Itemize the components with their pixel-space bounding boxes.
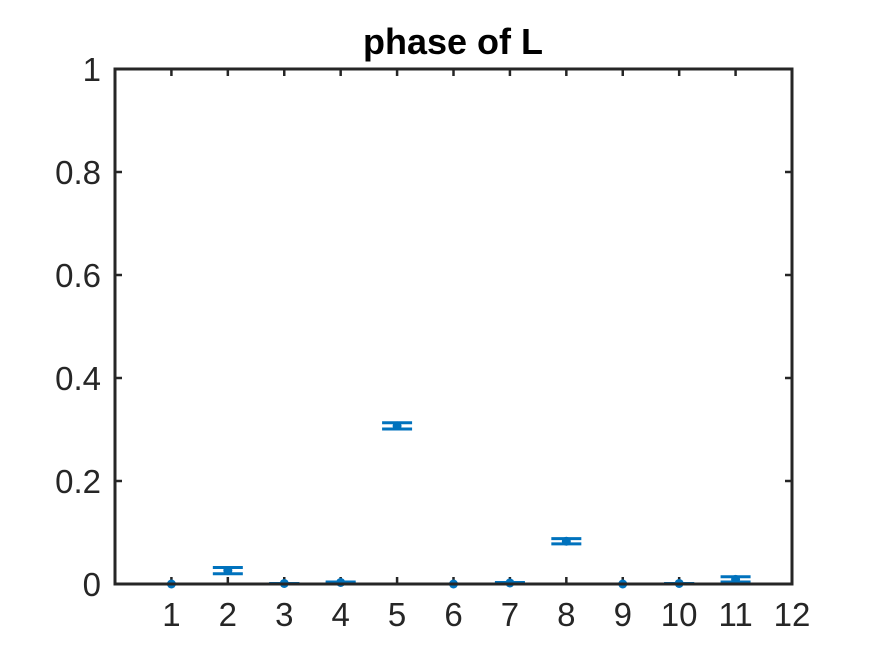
x-tick-label: 5 bbox=[388, 596, 406, 633]
y-tick-label: 0.8 bbox=[55, 154, 101, 191]
x-tick-label: 7 bbox=[501, 596, 519, 633]
y-tick-label: 1 bbox=[83, 51, 101, 88]
y-tick-label: 0.2 bbox=[55, 463, 101, 500]
data-point bbox=[336, 577, 346, 587]
chart-title: phase of L bbox=[363, 21, 543, 62]
plot-area bbox=[115, 69, 792, 584]
x-tick-label: 6 bbox=[444, 596, 462, 633]
x-tick-label: 11 bbox=[718, 596, 752, 633]
x-tick-label: 1 bbox=[162, 596, 180, 633]
data-point bbox=[223, 566, 233, 576]
x-tick-label: 4 bbox=[331, 596, 349, 633]
x-tick-label: 3 bbox=[275, 596, 293, 633]
x-tick-label: 8 bbox=[557, 596, 575, 633]
y-tick-label: 0 bbox=[83, 566, 101, 603]
x-tick-label: 2 bbox=[219, 596, 237, 633]
data-point bbox=[731, 574, 741, 584]
data-point bbox=[561, 536, 571, 546]
x-tick-label: 12 bbox=[774, 596, 811, 633]
y-tick-label: 0.4 bbox=[55, 360, 101, 397]
y-tick-label: 0.6 bbox=[55, 257, 101, 294]
axes-box bbox=[113, 67, 794, 586]
x-tick-label: 9 bbox=[614, 596, 632, 633]
data-point bbox=[392, 421, 402, 431]
x-tick-label: 10 bbox=[661, 596, 698, 633]
